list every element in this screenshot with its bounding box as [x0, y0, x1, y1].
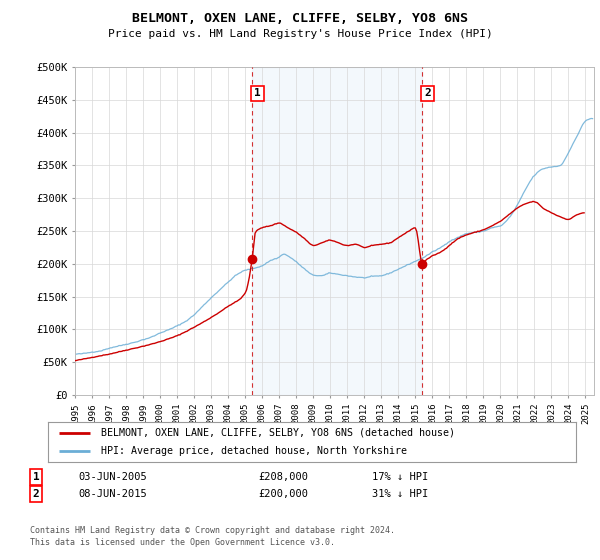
Text: Contains HM Land Registry data © Crown copyright and database right 2024.: Contains HM Land Registry data © Crown c… [30, 526, 395, 535]
Text: 2: 2 [32, 489, 40, 499]
Text: 1: 1 [254, 88, 261, 99]
Text: This data is licensed under the Open Government Licence v3.0.: This data is licensed under the Open Gov… [30, 538, 335, 547]
Text: 31% ↓ HPI: 31% ↓ HPI [372, 489, 428, 499]
Text: 03-JUN-2005: 03-JUN-2005 [78, 472, 147, 482]
Text: 17% ↓ HPI: 17% ↓ HPI [372, 472, 428, 482]
Text: Price paid vs. HM Land Registry's House Price Index (HPI): Price paid vs. HM Land Registry's House … [107, 29, 493, 39]
Text: BELMONT, OXEN LANE, CLIFFE, SELBY, YO8 6NS (detached house): BELMONT, OXEN LANE, CLIFFE, SELBY, YO8 6… [101, 428, 455, 437]
Text: 08-JUN-2015: 08-JUN-2015 [78, 489, 147, 499]
Text: 2: 2 [424, 88, 431, 99]
Text: HPI: Average price, detached house, North Yorkshire: HPI: Average price, detached house, Nort… [101, 446, 407, 456]
Text: 1: 1 [32, 472, 40, 482]
Bar [253, 67, 422, 395]
Text: BELMONT, OXEN LANE, CLIFFE, SELBY, YO8 6NS: BELMONT, OXEN LANE, CLIFFE, SELBY, YO8 6… [132, 12, 468, 25]
Text: £208,000: £208,000 [258, 472, 308, 482]
Text: £200,000: £200,000 [258, 489, 308, 499]
